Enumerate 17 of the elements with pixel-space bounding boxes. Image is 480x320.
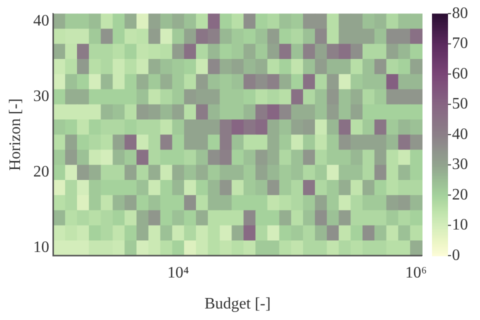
x-tick-label: 10⁶ bbox=[405, 264, 427, 282]
color-bar-label: 80 bbox=[452, 4, 468, 22]
y-tick-label: 10 bbox=[33, 239, 50, 256]
y-axis-title: Horizon [-] bbox=[6, 98, 24, 171]
color-bar-label: 30 bbox=[452, 156, 468, 174]
y-tick-label: 40 bbox=[33, 12, 50, 30]
color-bar-label: 0 bbox=[452, 246, 460, 264]
color-bar-label: 60 bbox=[452, 65, 468, 82]
x-tick-label: 10⁴ bbox=[167, 264, 190, 282]
color-bar-label: 20 bbox=[452, 186, 468, 204]
color-bar-label: 10 bbox=[452, 216, 468, 234]
color-bar-label: 40 bbox=[452, 126, 468, 143]
color-bar-label: 50 bbox=[452, 96, 468, 113]
x-axis-title: Budget [-] bbox=[204, 296, 271, 313]
color-bar-label: 70 bbox=[452, 35, 468, 52]
y-tick-label: 30 bbox=[33, 88, 50, 105]
y-tick-label: 20 bbox=[33, 164, 50, 181]
